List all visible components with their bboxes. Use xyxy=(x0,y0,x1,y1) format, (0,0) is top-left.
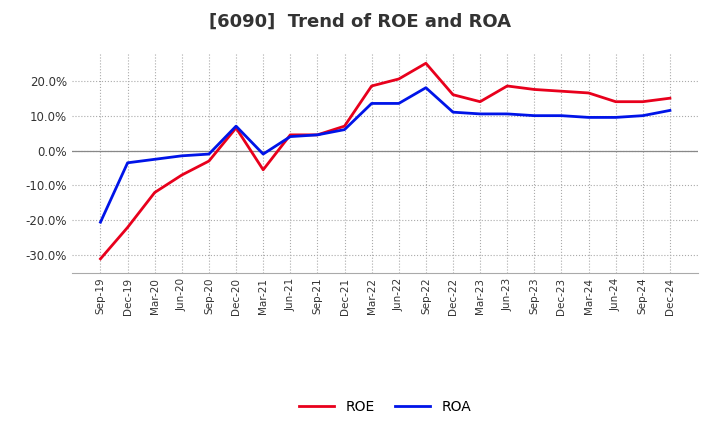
ROA xyxy=(584,115,593,120)
ROA xyxy=(449,110,457,115)
ROE xyxy=(313,132,322,138)
ROA xyxy=(341,127,349,132)
ROA xyxy=(557,113,566,118)
ROA xyxy=(96,220,105,225)
ROE xyxy=(178,172,186,178)
ROE xyxy=(341,124,349,129)
ROA xyxy=(421,85,430,90)
Line: ROE: ROE xyxy=(101,63,670,259)
Legend: ROE, ROA: ROE, ROA xyxy=(294,394,477,419)
ROA xyxy=(123,160,132,165)
ROA xyxy=(639,113,647,118)
ROA xyxy=(530,113,539,118)
ROE xyxy=(665,95,674,101)
ROE xyxy=(286,132,294,138)
ROA xyxy=(611,115,620,120)
ROE xyxy=(449,92,457,97)
ROE xyxy=(557,88,566,94)
ROA xyxy=(395,101,403,106)
ROE xyxy=(639,99,647,104)
ROE xyxy=(123,225,132,230)
ROA xyxy=(178,153,186,158)
ROE xyxy=(150,190,159,195)
ROE xyxy=(611,99,620,104)
Line: ROA: ROA xyxy=(101,88,670,222)
ROA xyxy=(150,157,159,162)
ROE xyxy=(530,87,539,92)
ROE xyxy=(96,256,105,261)
ROE xyxy=(476,99,485,104)
ROA xyxy=(313,132,322,138)
ROA xyxy=(259,151,268,157)
ROA xyxy=(476,111,485,117)
ROE xyxy=(395,77,403,82)
ROA xyxy=(503,111,511,117)
ROA xyxy=(286,134,294,139)
ROE xyxy=(503,83,511,88)
ROE xyxy=(367,83,376,88)
ROE xyxy=(584,90,593,95)
ROA xyxy=(204,151,213,157)
ROA xyxy=(367,101,376,106)
ROE xyxy=(204,158,213,164)
ROA xyxy=(665,108,674,113)
ROE xyxy=(232,125,240,131)
ROA xyxy=(232,124,240,129)
ROE xyxy=(259,167,268,172)
ROE xyxy=(421,61,430,66)
Text: [6090]  Trend of ROE and ROA: [6090] Trend of ROE and ROA xyxy=(209,13,511,31)
